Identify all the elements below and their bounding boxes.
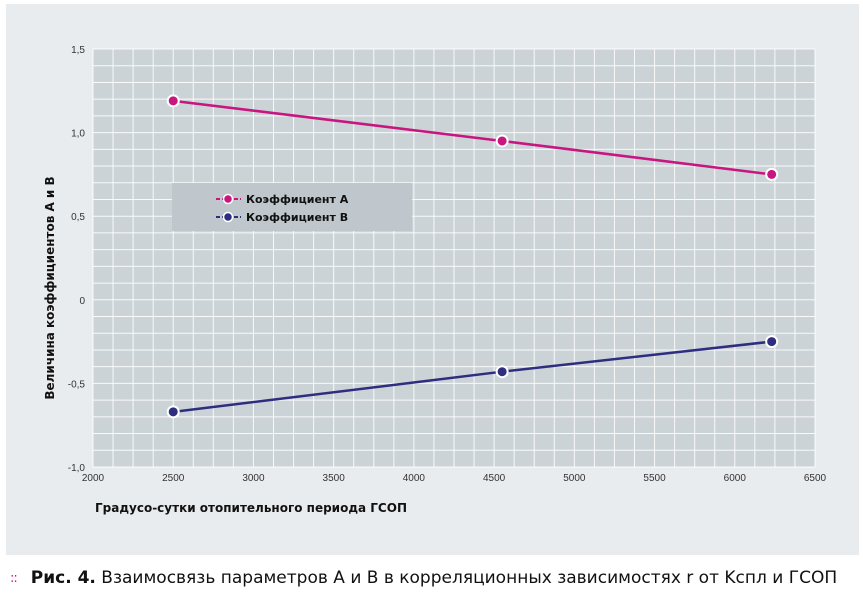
- x-tick-label: 2000: [82, 473, 105, 484]
- y-tick-label: 0,5: [71, 212, 85, 223]
- x-tick-label: 5000: [563, 473, 586, 484]
- figure-caption: :: Рис. 4. Взаимосвязь параметров A и B …: [6, 563, 859, 593]
- legend-marker: [222, 193, 234, 205]
- data-point-a: [765, 167, 779, 181]
- figure-panel: 2000 2500 3000 3500 4000 4500 5000 5500 6000 6500…: [6, 4, 859, 555]
- data-point-b: [765, 335, 779, 349]
- x-tick-label: 3500: [323, 473, 346, 484]
- x-tick-label: 5500: [643, 473, 666, 484]
- data-point-a: [166, 94, 180, 108]
- x-tick-label: 4000: [403, 473, 426, 484]
- x-tick-label: 3000: [242, 473, 265, 484]
- legend-box: [172, 183, 412, 231]
- y-tick-label: 0: [79, 296, 85, 307]
- y-tick-label: 1,5: [71, 45, 85, 56]
- legend-marker: [222, 211, 234, 223]
- x-tick-label: 6500: [804, 473, 827, 484]
- line-chart: 2000 2500 3000 3500 4000 4500 5000 5500 6000 6500…: [43, 45, 827, 515]
- x-tick-label: 6000: [724, 473, 747, 484]
- caption-marker-icon: ::: [10, 570, 18, 586]
- y-tick-label: -1,0: [68, 463, 86, 474]
- x-tick-label: 4500: [483, 473, 506, 484]
- caption-text-block: Рис. 4. Взаимосвязь параметров A и B в к…: [31, 568, 837, 588]
- y-axis-title: Величина коэффициентов A и B: [43, 176, 57, 399]
- data-point-b: [495, 365, 509, 379]
- caption-label: Рис. 4.: [30, 568, 96, 588]
- y-tick-label: -0,5: [68, 379, 86, 390]
- x-axis-title: Градусо-сутки отопительного периода ГСОП: [95, 501, 407, 515]
- y-tick-label: 1,0: [71, 129, 85, 140]
- x-tick-label: 2500: [162, 473, 185, 484]
- legend-label: Коэффициент B: [246, 211, 348, 224]
- data-point-a: [495, 134, 509, 148]
- legend-label: Коэффициент A: [246, 193, 349, 206]
- data-point-b: [166, 405, 180, 419]
- caption-text: Взаимосвязь параметров A и B в корреляци…: [101, 568, 838, 588]
